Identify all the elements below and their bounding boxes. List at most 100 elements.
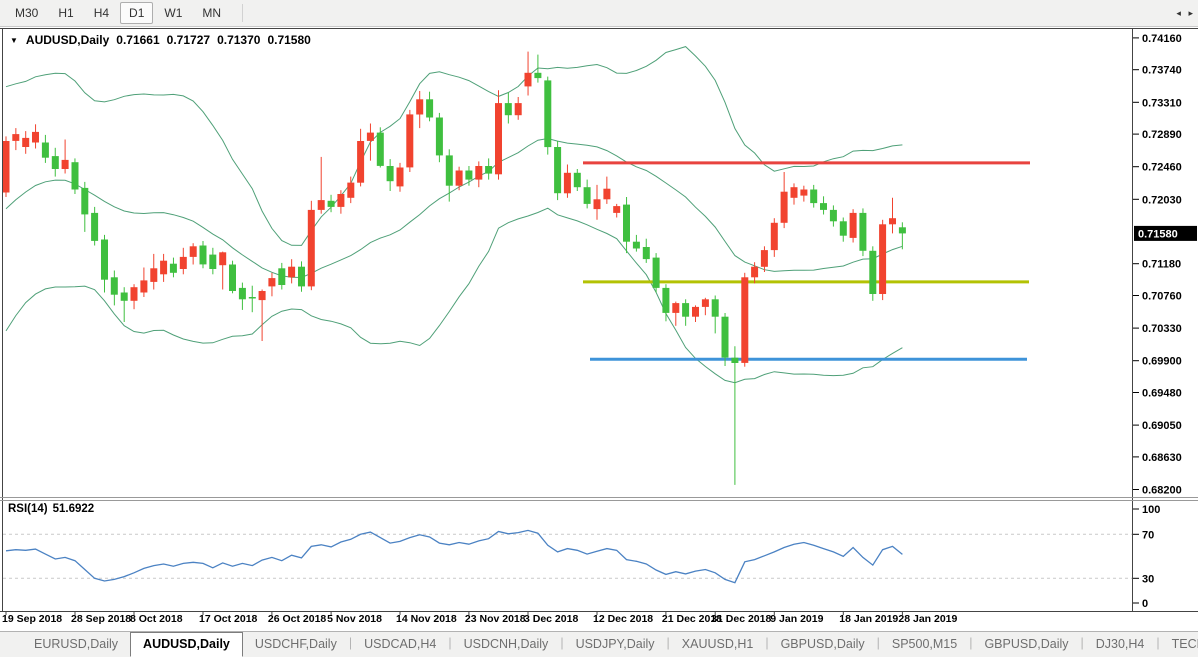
timeframe-button-D1[interactable]: D1 [120, 2, 154, 24]
tab-USDCHF-Daily[interactable]: USDCHF,Daily [254, 637, 337, 651]
tab-USDJPY-Daily[interactable]: USDJPY,Daily [575, 637, 655, 651]
candle [455, 170, 463, 186]
tab-AUDUSD-Daily[interactable]: AUDUSD,Daily [130, 632, 243, 657]
candle [366, 132, 374, 141]
candle [406, 114, 414, 168]
tab-scroll-right-icon[interactable]: ▸ [1188, 8, 1193, 18]
tab-separator: | [348, 636, 353, 650]
time-axis-label: 28 Sep 2018 [71, 613, 131, 625]
symbol-dropdown-icon[interactable]: ▼ [10, 36, 18, 45]
price-axis-label: 0.69050 [1142, 420, 1182, 432]
timeframe-button-W1[interactable]: W1 [155, 2, 191, 24]
candle [524, 72, 532, 87]
candle [613, 206, 621, 213]
price-axis-label: 0.73310 [1142, 97, 1182, 109]
time-axis-label: 14 Nov 2018 [396, 613, 457, 625]
price-axis-label: 0.69480 [1142, 388, 1182, 400]
tab-GBPUSD-Daily[interactable]: GBPUSD,Daily [984, 637, 1069, 651]
price-axis-label: 0.71180 [1142, 259, 1181, 271]
price-axis-label: 0.72030 [1142, 194, 1182, 206]
candle [632, 241, 640, 249]
tab-USDCAD-H4[interactable]: USDCAD,H4 [364, 637, 437, 651]
candle [514, 103, 522, 116]
candle [209, 254, 217, 269]
candle [169, 263, 177, 273]
symbol-tab-bar: EURUSD,Daily AUDUSD,Daily USDCHF,Daily | USD… [0, 631, 1198, 657]
candle [12, 134, 20, 141]
candle [396, 167, 404, 187]
ohlc-high: 0.71727 [166, 33, 211, 47]
candle [307, 209, 315, 287]
time-axis-label: 9 Jan 2019 [770, 613, 823, 625]
time-axis-label: 3 Dec 2018 [524, 613, 578, 625]
time-axis-label: 28 Jan 2019 [898, 613, 957, 625]
candle [889, 218, 896, 225]
candles [3, 51, 906, 485]
candle [593, 199, 601, 210]
timeframe-button-M30[interactable]: M30 [6, 2, 47, 24]
price-axis-label: 0.73740 [1142, 65, 1182, 77]
tab-separator: | [969, 636, 973, 650]
candle [110, 277, 118, 295]
timeframe-button-H1[interactable]: H1 [49, 2, 82, 24]
candle [32, 131, 39, 143]
time-axis-label: 17 Oct 2018 [199, 613, 258, 625]
rsi-value: 51.6922 [52, 503, 95, 515]
tab-separator: | [765, 636, 769, 650]
candle [91, 212, 99, 241]
candle [71, 162, 79, 190]
price-axis-label: 0.70330 [1142, 323, 1182, 335]
bollinger-upper-band [5, 46, 903, 246]
candle [288, 266, 296, 278]
tab-EURUSD-Daily[interactable]: EURUSD,Daily [34, 637, 119, 651]
candle [278, 268, 286, 285]
candle [22, 137, 30, 147]
candle [800, 189, 808, 196]
candle [386, 166, 394, 182]
rsi-name: RSI(14) [8, 503, 48, 515]
candle [504, 103, 512, 116]
candle [879, 224, 887, 294]
ohlc-low: 0.71370 [217, 33, 261, 47]
candle [692, 306, 699, 317]
candle [189, 246, 197, 257]
price-axis-label: 0.74160 [1142, 33, 1182, 45]
tab-TECH100-H1[interactable]: TECH100,H1 [1171, 637, 1198, 651]
current-price-tag-label: 0.71580 [1138, 228, 1178, 240]
rsi-line [5, 529, 903, 584]
tab-USDCNH-Daily[interactable]: USDCNH,Daily [463, 637, 549, 651]
tab-scroll-left-icon[interactable]: ◂ [1176, 8, 1181, 18]
bollinger-lower-band [5, 207, 903, 384]
candle [357, 141, 365, 183]
timeframe-button-MN[interactable]: MN [193, 2, 230, 24]
candle [554, 147, 562, 194]
chart-symbol: AUDUSD,Daily [25, 33, 110, 47]
current-price-tag [1134, 225, 1197, 241]
candle [534, 72, 542, 79]
tab-SP500-M15[interactable]: SP500,M15 [891, 637, 958, 651]
timeframe-button-H4[interactable]: H4 [85, 2, 118, 24]
candle [317, 200, 325, 210]
candle [721, 316, 729, 358]
candle [426, 99, 434, 118]
candle [41, 142, 49, 158]
tab-XAUUSD-H1[interactable]: XAUUSD,H1 [681, 637, 754, 651]
rsi-axis-label: 100 [1142, 504, 1160, 516]
tab-DJ30-H4[interactable]: DJ30,H4 [1095, 637, 1145, 651]
candle [829, 209, 837, 222]
candle [711, 299, 719, 317]
candle [229, 264, 236, 291]
candle [770, 222, 778, 251]
time-axis-label: 18 Jan 2019 [839, 613, 898, 625]
price-axis-label: 0.72460 [1142, 162, 1182, 174]
rsi-axis-label: 30 [1142, 573, 1154, 585]
chart-title: ▼ AUDUSD,Daily 0.71661 0.71727 0.71370 0.7158… [10, 33, 311, 47]
tab-GBPUSD-Daily[interactable]: GBPUSD,Daily [780, 637, 865, 651]
candle [849, 212, 857, 238]
candle [701, 299, 709, 307]
tab-separator: | [560, 636, 564, 650]
candle [445, 155, 453, 186]
candle [327, 200, 335, 207]
